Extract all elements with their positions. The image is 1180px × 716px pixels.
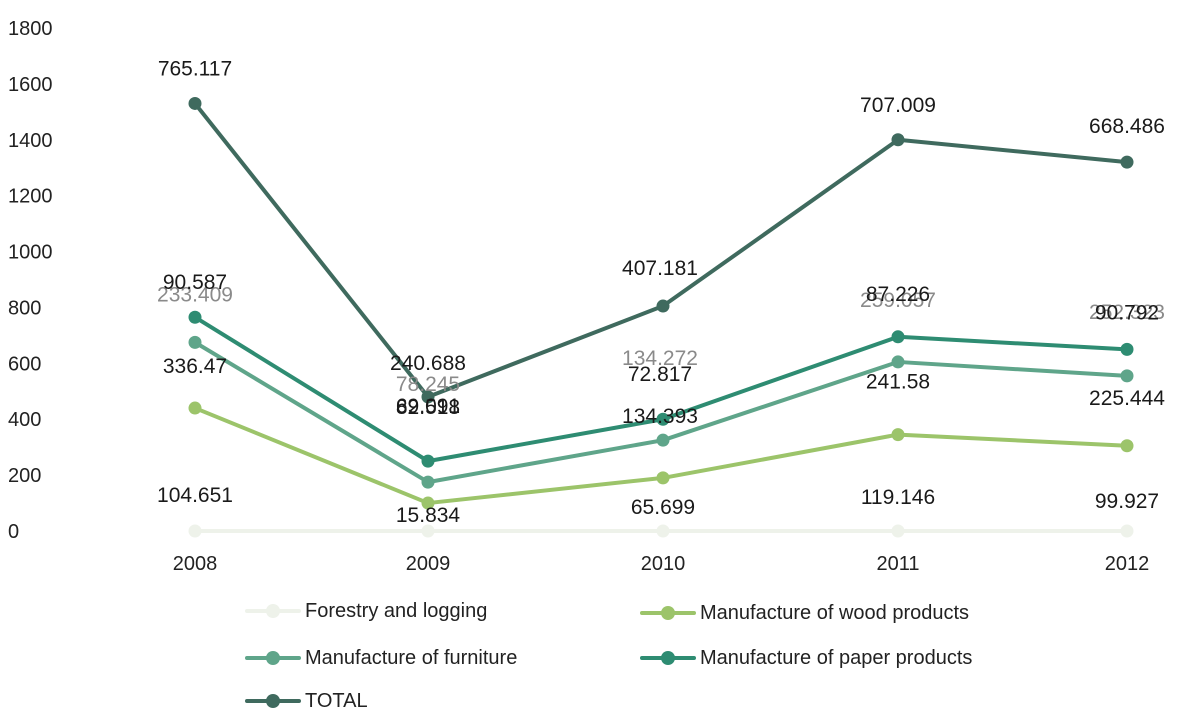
data-point [421, 454, 435, 468]
legend-swatch-icon [245, 596, 301, 626]
data-point [188, 335, 202, 349]
y-tick-label: 1400 [8, 130, 53, 152]
y-tick-label: 400 [8, 409, 41, 431]
data-label: 90.587 [163, 271, 227, 294]
data-point [188, 401, 202, 415]
data-point [188, 96, 202, 110]
data-label: 765.117 [158, 57, 232, 80]
data-point [656, 524, 670, 538]
data-point [421, 496, 435, 510]
series-manufacture-of-furniture [188, 335, 1134, 489]
data-label: 233.409 [157, 283, 233, 306]
data-label: 134.393 [622, 405, 698, 428]
legend-item: Forestry and logging [245, 596, 487, 626]
data-label: 240.688 [390, 352, 466, 375]
data-point [656, 433, 670, 447]
data-label: 225.444 [1089, 387, 1165, 410]
data-point [891, 355, 905, 369]
data-label: 668.486 [1089, 115, 1165, 138]
legend-label: Manufacture of furniture [305, 646, 518, 669]
data-label: 336.47 [163, 355, 227, 378]
data-point [188, 524, 202, 538]
data-label: 15.834 [396, 504, 461, 527]
legend-item: TOTAL [245, 686, 368, 716]
data-label: 707.009 [860, 94, 936, 117]
legend-label: Manufacture of paper products [700, 646, 973, 669]
data-label: 259.057 [860, 289, 936, 312]
data-label: 82.518 [396, 396, 460, 419]
data-label: 65.699 [631, 496, 695, 519]
data-label: 87.226 [866, 283, 930, 306]
legend-label: TOTAL [305, 689, 368, 712]
data-labels: 104.651 15.834 65.699 119.146 99.927 336.47 82… [157, 57, 1165, 527]
series-forestry-and-logging [188, 524, 1134, 538]
x-tick-label: 2011 [876, 553, 919, 575]
data-label: 104.651 [157, 484, 233, 507]
data-label: 252.323 [1089, 301, 1165, 324]
legend-swatch-icon [640, 643, 696, 673]
y-tick-label: 1600 [8, 74, 53, 96]
data-label: 69.091 [396, 395, 460, 418]
series-manufacture-of-paper-products [188, 310, 1134, 468]
data-point [656, 412, 670, 426]
data-point [188, 310, 202, 324]
legend-swatch-icon [245, 643, 301, 673]
data-point [421, 390, 435, 404]
x-tick-label: 2012 [1105, 553, 1150, 575]
data-point [656, 471, 670, 485]
data-point [421, 475, 435, 489]
y-tick-label: 0 [8, 521, 19, 543]
data-label: 241.58 [866, 371, 930, 394]
data-label: 99.927 [1095, 490, 1159, 513]
series-manufacture-of-wood-products [188, 401, 1134, 510]
data-point [1120, 524, 1134, 538]
x-tick-label: 2008 [173, 553, 218, 575]
data-label: 72.817 [628, 363, 692, 386]
y-tick-label: 200 [8, 465, 41, 487]
legend-label: Forestry and logging [305, 599, 488, 622]
series-layer [188, 96, 1134, 538]
x-tick-label: 2010 [641, 553, 686, 575]
y-tick-label: 800 [8, 297, 41, 319]
data-label: 134.272 [622, 347, 698, 370]
y-tick-label: 600 [8, 353, 41, 375]
data-point [891, 428, 905, 442]
data-point [1120, 155, 1134, 169]
data-label: 90.792 [1095, 301, 1159, 324]
y-axis-ticks: 0 200 400 600 800 1000 1200 1400 1600 1800 [8, 18, 53, 543]
data-label: 78.245 [396, 373, 460, 396]
series-total [188, 96, 1134, 404]
data-label: 119.146 [861, 486, 935, 509]
y-tick-label: 1200 [8, 186, 53, 208]
legend-swatch-icon [245, 686, 301, 716]
legend-label: Manufacture of wood products [700, 601, 970, 624]
chart-legend: Forestry and logging Manufacture of wood … [0, 588, 1180, 712]
legend-swatch-icon [640, 598, 696, 628]
legend-item: Manufacture of furniture [245, 643, 517, 673]
data-point [1120, 439, 1134, 453]
data-point [891, 133, 905, 147]
data-label: 407.181 [622, 257, 698, 280]
y-tick-label: 1000 [8, 242, 53, 264]
legend-item: Manufacture of wood products [640, 598, 969, 628]
x-axis-ticks: 2008 2009 2010 2011 2012 [173, 553, 1150, 575]
data-point [891, 524, 905, 538]
data-point [656, 299, 670, 313]
y-tick-label: 1800 [8, 18, 53, 40]
data-point [1120, 369, 1134, 383]
data-point [421, 524, 435, 538]
data-point [1120, 342, 1134, 356]
data-point [891, 330, 905, 344]
legend-item: Manufacture of paper products [640, 643, 972, 673]
x-tick-label: 2009 [406, 553, 451, 575]
